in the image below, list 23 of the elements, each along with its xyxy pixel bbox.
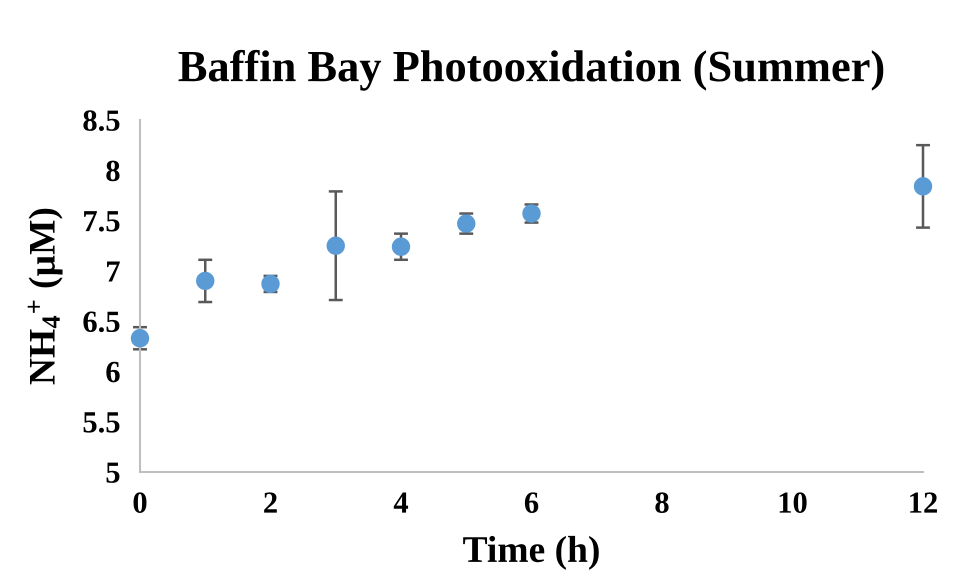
y-axis-title: NH$_{4}$$^{+}$ (µM) (28, 208, 63, 384)
point (326, 236, 345, 255)
y-tick-label: 5.5 (84, 412, 120, 433)
x-tick-label: 10 (780, 492, 807, 513)
point (130, 329, 150, 348)
x-tick-label: 12 (910, 492, 937, 513)
y-tick-label: 8.5 (83, 110, 120, 132)
x-tick-label: 8 (655, 492, 669, 513)
x-tick-label: 2 (264, 492, 277, 513)
chart-title: Baffin Bay Photooxidation (Summer) (178, 50, 884, 91)
y-tick-label: 5 (106, 462, 120, 483)
y-tick-label: 6.5 (83, 312, 120, 332)
y-tick-label: 7.5 (84, 211, 120, 232)
point (914, 177, 932, 196)
x-tick-label: 0 (134, 492, 146, 513)
point (196, 272, 214, 290)
x-tick-label: 4 (394, 492, 408, 513)
y-tick-label: 8 (106, 160, 120, 182)
y-tick-label: 6 (106, 362, 120, 382)
x-axis-title: Time (h) (463, 536, 599, 570)
y-tick-label: 7 (107, 261, 120, 282)
x-tick-label: 6 (524, 492, 538, 513)
point (392, 238, 410, 256)
